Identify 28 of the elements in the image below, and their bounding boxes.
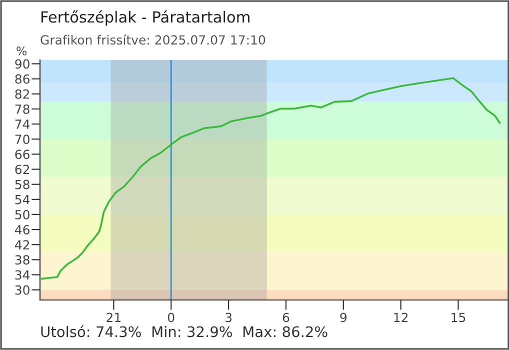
y-axis-title: %: [16, 46, 27, 56]
y-tick-label: 34: [15, 270, 30, 280]
y-tick-label: 66: [15, 150, 30, 160]
chart-title: Fertőszéplak - Páratartalom: [42, 10, 250, 26]
y-tick-label: 38: [15, 255, 30, 265]
y-tick-label: 58: [15, 180, 30, 190]
x-tick-label: 0: [168, 312, 174, 322]
y-tick-label: 82: [15, 89, 30, 99]
y-tick-label: 62: [15, 164, 30, 174]
y-tick-label: 86: [15, 74, 30, 84]
x-tick-label: 21: [106, 312, 120, 322]
line-series: [40, 77, 501, 280]
x-tick-label: 12: [394, 312, 408, 322]
y-tick-label: 78: [15, 104, 30, 114]
y-tick-label: 50: [15, 210, 30, 220]
chart-subtitle: Grafikon frissítve: 2025.07.07 17:10: [40, 34, 266, 45]
text: Utolsó: 74.3% Min: 32.9% Max: 86.2%: [41, 325, 328, 338]
y-tick-label: 30: [15, 285, 30, 295]
x-tick-label: 9: [340, 312, 346, 322]
y-tick-label: 90: [15, 59, 30, 69]
x-tick-label: 6: [282, 312, 290, 322]
x-tick-label: 3: [226, 312, 232, 322]
y-tick-label: 70: [15, 134, 30, 144]
y-tick-label: 54: [15, 195, 30, 204]
x-tick-label: 15: [452, 312, 466, 322]
y-tick-label: 74: [15, 120, 30, 129]
y-tick-label: 46: [14, 225, 30, 234]
y-tick-label: 42: [14, 240, 30, 250]
